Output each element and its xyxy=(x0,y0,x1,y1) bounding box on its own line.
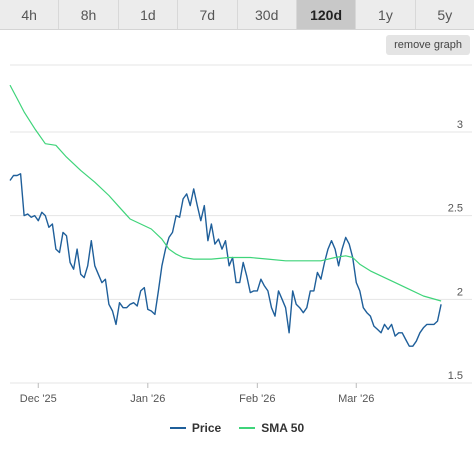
tab-1d[interactable]: 1d xyxy=(118,0,179,29)
tab-30d[interactable]: 30d xyxy=(237,0,297,29)
x-tick-label: Jan '26 xyxy=(130,393,165,405)
timeframe-tabs: 4h 8h 1d 7d 30d 120d 1y 5y xyxy=(0,0,474,30)
y-tick-label: 3 xyxy=(457,119,463,131)
grid-layer xyxy=(10,64,472,384)
y-tick-label: 1.5 xyxy=(448,370,463,382)
tab-5y[interactable]: 5y xyxy=(415,0,474,29)
price-line xyxy=(9,173,442,347)
legend-label-sma: SMA 50 xyxy=(261,421,305,435)
tab-1y[interactable]: 1y xyxy=(356,0,416,29)
chart-legend: Price SMA 50 xyxy=(0,421,474,435)
legend-item-price[interactable]: Price xyxy=(169,421,222,435)
tab-4h[interactable]: 4h xyxy=(0,0,60,29)
tab-8h[interactable]: 8h xyxy=(59,0,119,29)
sma-swatch-icon xyxy=(239,427,256,429)
remove-graph-button[interactable]: remove graph xyxy=(386,35,470,55)
legend-label-price: Price xyxy=(191,421,222,435)
y-tick-label: 2.5 xyxy=(448,203,463,215)
x-tick-label: Dec '25 xyxy=(20,393,57,405)
y-tick-label: 2 xyxy=(457,286,463,298)
x-tick-label: Mar '26 xyxy=(338,393,374,405)
axis-layer: 1.5 2 2.5 3 Dec '25 Jan '26 Feb '26 Mar '26 xyxy=(20,119,463,405)
tab-120d[interactable]: 120d xyxy=(296,0,357,29)
legend-item-sma[interactable]: SMA 50 xyxy=(239,421,304,435)
price-swatch-icon xyxy=(169,427,186,429)
x-tick-label: Feb '26 xyxy=(239,393,275,405)
sma-50-line xyxy=(9,84,442,302)
series-layer xyxy=(9,84,442,347)
tab-7d[interactable]: 7d xyxy=(178,0,238,29)
